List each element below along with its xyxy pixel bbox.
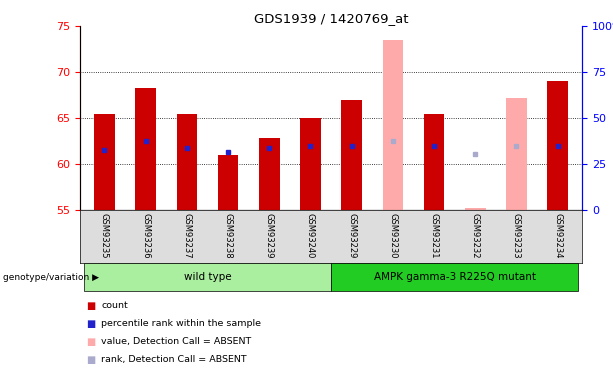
Bar (84, 262, 331, 291)
Title: GDS1939 / 1420769_at: GDS1939 / 1420769_at (254, 12, 408, 25)
Bar (135, 88, 156, 210)
Bar (300, 118, 321, 210)
Bar (331, 262, 578, 291)
Text: rank, Detection Call = ABSENT: rank, Detection Call = ABSENT (101, 355, 247, 364)
Bar (424, 114, 444, 210)
Text: wild type: wild type (184, 272, 231, 282)
Bar (465, 208, 485, 210)
Text: ■: ■ (86, 337, 95, 346)
Text: GSM93235: GSM93235 (100, 213, 109, 258)
Text: GSM93239: GSM93239 (265, 213, 274, 258)
Text: percentile rank within the sample: percentile rank within the sample (101, 319, 261, 328)
Text: ■: ■ (86, 355, 95, 364)
Text: GSM93240: GSM93240 (306, 213, 315, 258)
Text: AMPK gamma-3 R225Q mutant: AMPK gamma-3 R225Q mutant (374, 272, 536, 282)
Bar (218, 155, 238, 210)
Text: ■: ■ (86, 319, 95, 328)
Text: genotype/variation ▶: genotype/variation ▶ (3, 273, 99, 282)
Bar (177, 114, 197, 210)
Text: count: count (101, 301, 128, 310)
Text: GSM93233: GSM93233 (512, 213, 521, 258)
Bar (547, 81, 568, 210)
Text: GSM93234: GSM93234 (553, 213, 562, 258)
Text: GSM93231: GSM93231 (430, 213, 438, 258)
Bar (341, 100, 362, 210)
Text: ■: ■ (86, 301, 95, 310)
Bar (94, 114, 115, 210)
Bar (506, 98, 527, 210)
Text: GSM93238: GSM93238 (224, 213, 232, 258)
Text: value, Detection Call = ABSENT: value, Detection Call = ABSENT (101, 337, 251, 346)
Bar (383, 40, 403, 210)
Text: GSM93236: GSM93236 (141, 213, 150, 258)
Text: GSM93237: GSM93237 (182, 213, 191, 258)
Text: GSM93232: GSM93232 (471, 213, 480, 258)
Text: GSM93230: GSM93230 (388, 213, 397, 258)
Text: GSM93229: GSM93229 (347, 213, 356, 258)
Bar (259, 138, 280, 210)
